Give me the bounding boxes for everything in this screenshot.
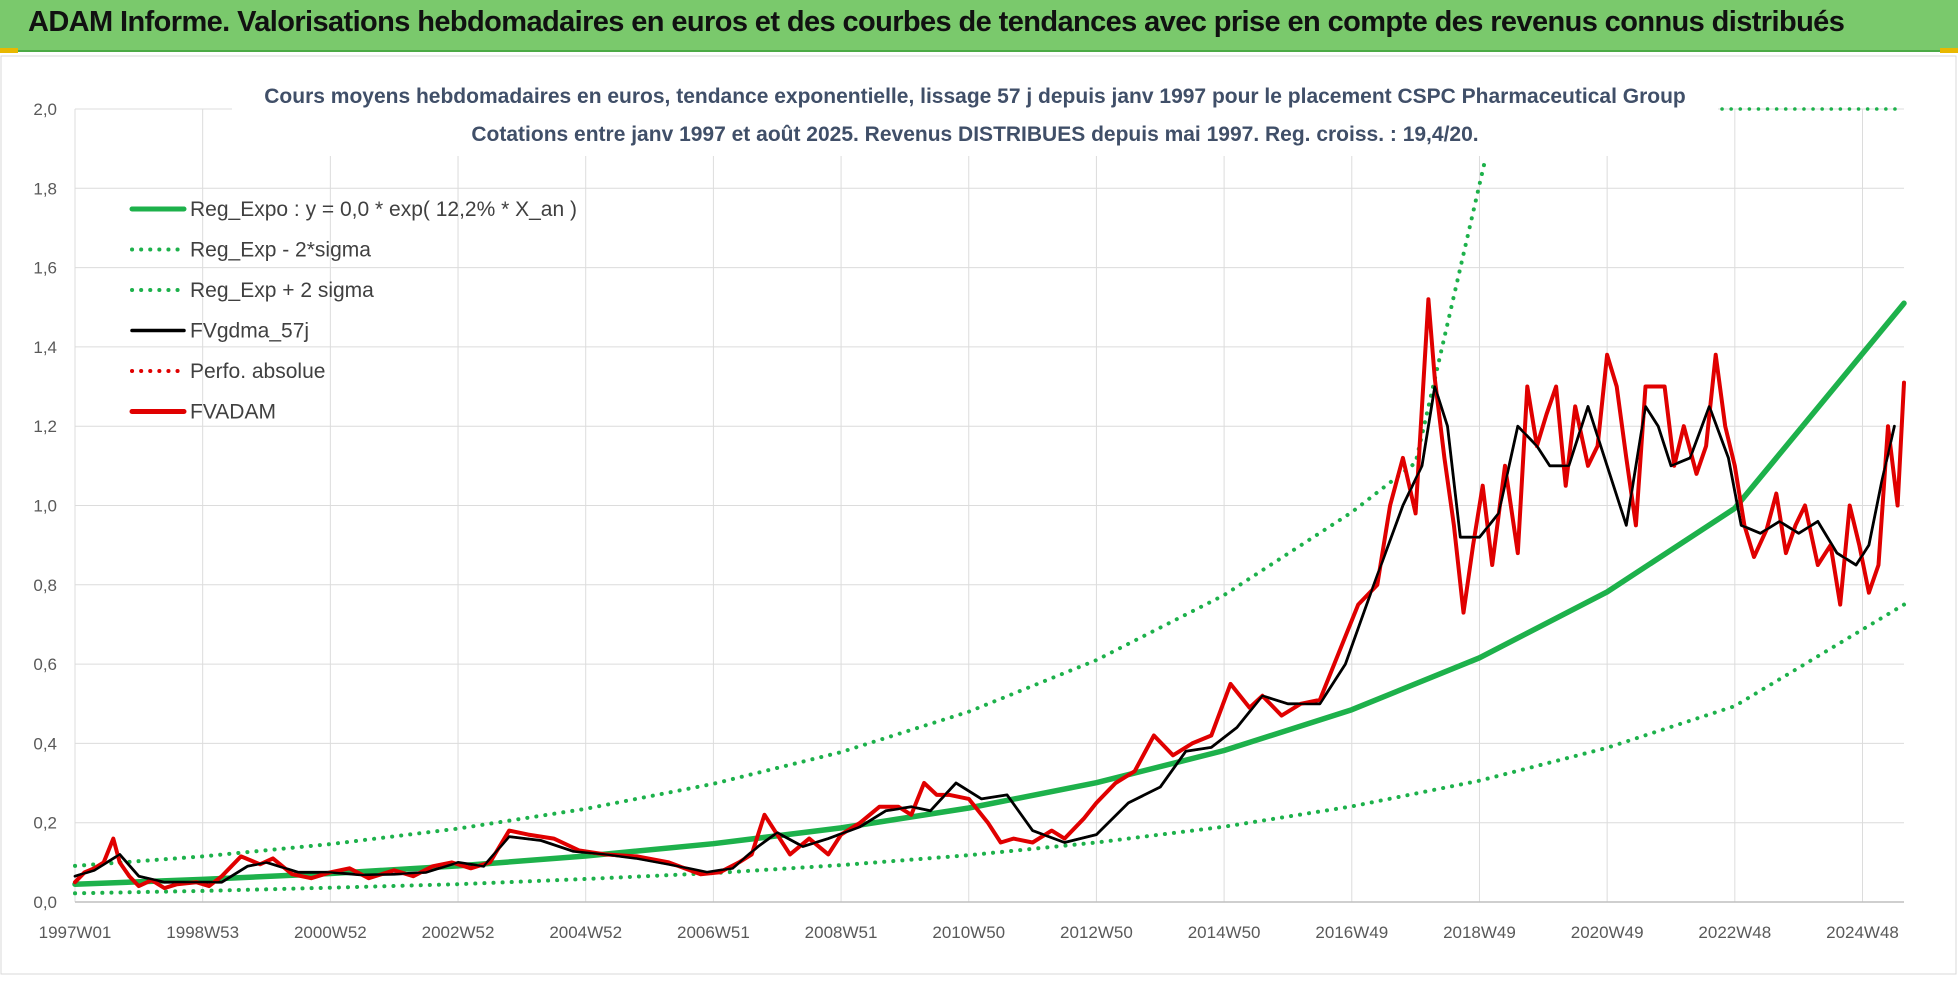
legend-label: Reg_Exp + 2 sigma: [190, 279, 374, 302]
series-line-2: [73, 154, 1488, 868]
x-tick-label: 2018W49: [1443, 923, 1516, 942]
plot-border: [0, 55, 1957, 975]
series-layer: [72, 107, 1907, 896]
legend-label: Reg_Expo : y = 0,0 * exp( 12,2% * X_an ): [190, 198, 577, 221]
chart-title: Cours moyens hebdomadaires en euros, ten…: [264, 85, 1685, 108]
x-tick-label: 2014W50: [1188, 923, 1261, 942]
x-tick-label: 2022W48: [1698, 923, 1771, 942]
x-tick-label: 2002W52: [422, 923, 495, 942]
title-backdrop: [232, 74, 1718, 156]
y-tick-label: 0,2: [33, 814, 57, 833]
corner-mark-left: [0, 48, 18, 53]
x-tick-label: 2006W51: [677, 923, 750, 942]
series-line-0: [72, 300, 1907, 887]
x-tick-label: 2024W48: [1826, 923, 1899, 942]
y-tick-label: 1,2: [33, 417, 57, 436]
y-tick-label: 1,6: [33, 259, 57, 278]
y-tick-label: 0,6: [33, 655, 57, 674]
legend-label: FVgdma_57j: [190, 320, 309, 343]
y-tick-label: 0,8: [33, 576, 57, 595]
y-tick-label: 2,0: [33, 100, 57, 119]
chart-legend: Reg_Expo : y = 0,0 * exp( 12,2% * X_an )…: [129, 198, 577, 424]
chart-subtitle: Cotations entre janv 1997 et août 2025. …: [471, 123, 1478, 146]
series-line-smoothed-top: [74, 385, 1896, 884]
x-tick-label: 2004W52: [549, 923, 622, 942]
corner-mark-right: [1940, 48, 1958, 53]
y-tick-label: 0,4: [33, 734, 57, 753]
y-tick-label: 1,0: [33, 497, 57, 516]
x-tick-label: 2016W49: [1315, 923, 1388, 942]
chart-frame: 0,0 0,2 0,4 0,6 0,8 1,0 1,2 1,4 1,6 1,8 2,0 1997W0…: [0, 52, 1958, 978]
x-tick-label: 1998W53: [166, 923, 239, 942]
x-tick-label: 2000W52: [294, 923, 367, 942]
legend-label: Reg_Exp - 2*sigma: [190, 239, 371, 262]
x-tick-label: 1997W01: [39, 923, 112, 942]
series-line-4: [73, 297, 1906, 891]
y-tick-label: 1,8: [33, 179, 57, 198]
page-title: ADAM Informe. Valorisations hebdomadaire…: [28, 6, 1845, 38]
y-tick-label: 0,0: [33, 893, 57, 912]
legend-label: FVADAM: [190, 401, 276, 424]
x-tick-label: 2008W51: [805, 923, 878, 942]
x-tick-labels: 1997W01 1998W53 2000W52 2002W52 2004W52 2006W…: [39, 923, 1899, 942]
legend-label: Perfo. absolue: [190, 360, 325, 383]
chart-svg: 0,0 0,2 0,4 0,6 0,8 1,0 1,2 1,4 1,6 1,8 2,0 1997W0…: [0, 55, 1957, 975]
x-tick-label: 2012W50: [1060, 923, 1133, 942]
x-tick-label: 2010W50: [932, 923, 1005, 942]
x-tick-label: 2020W49: [1571, 923, 1644, 942]
y-tick-labels: 0,0 0,2 0,4 0,6 0,8 1,0 1,2 1,4 1,6 1,8 2,0: [33, 100, 57, 912]
header-bar: ADAM Informe. Valorisations hebdomadaire…: [0, 0, 1958, 52]
y-tick-label: 1,4: [33, 338, 57, 357]
